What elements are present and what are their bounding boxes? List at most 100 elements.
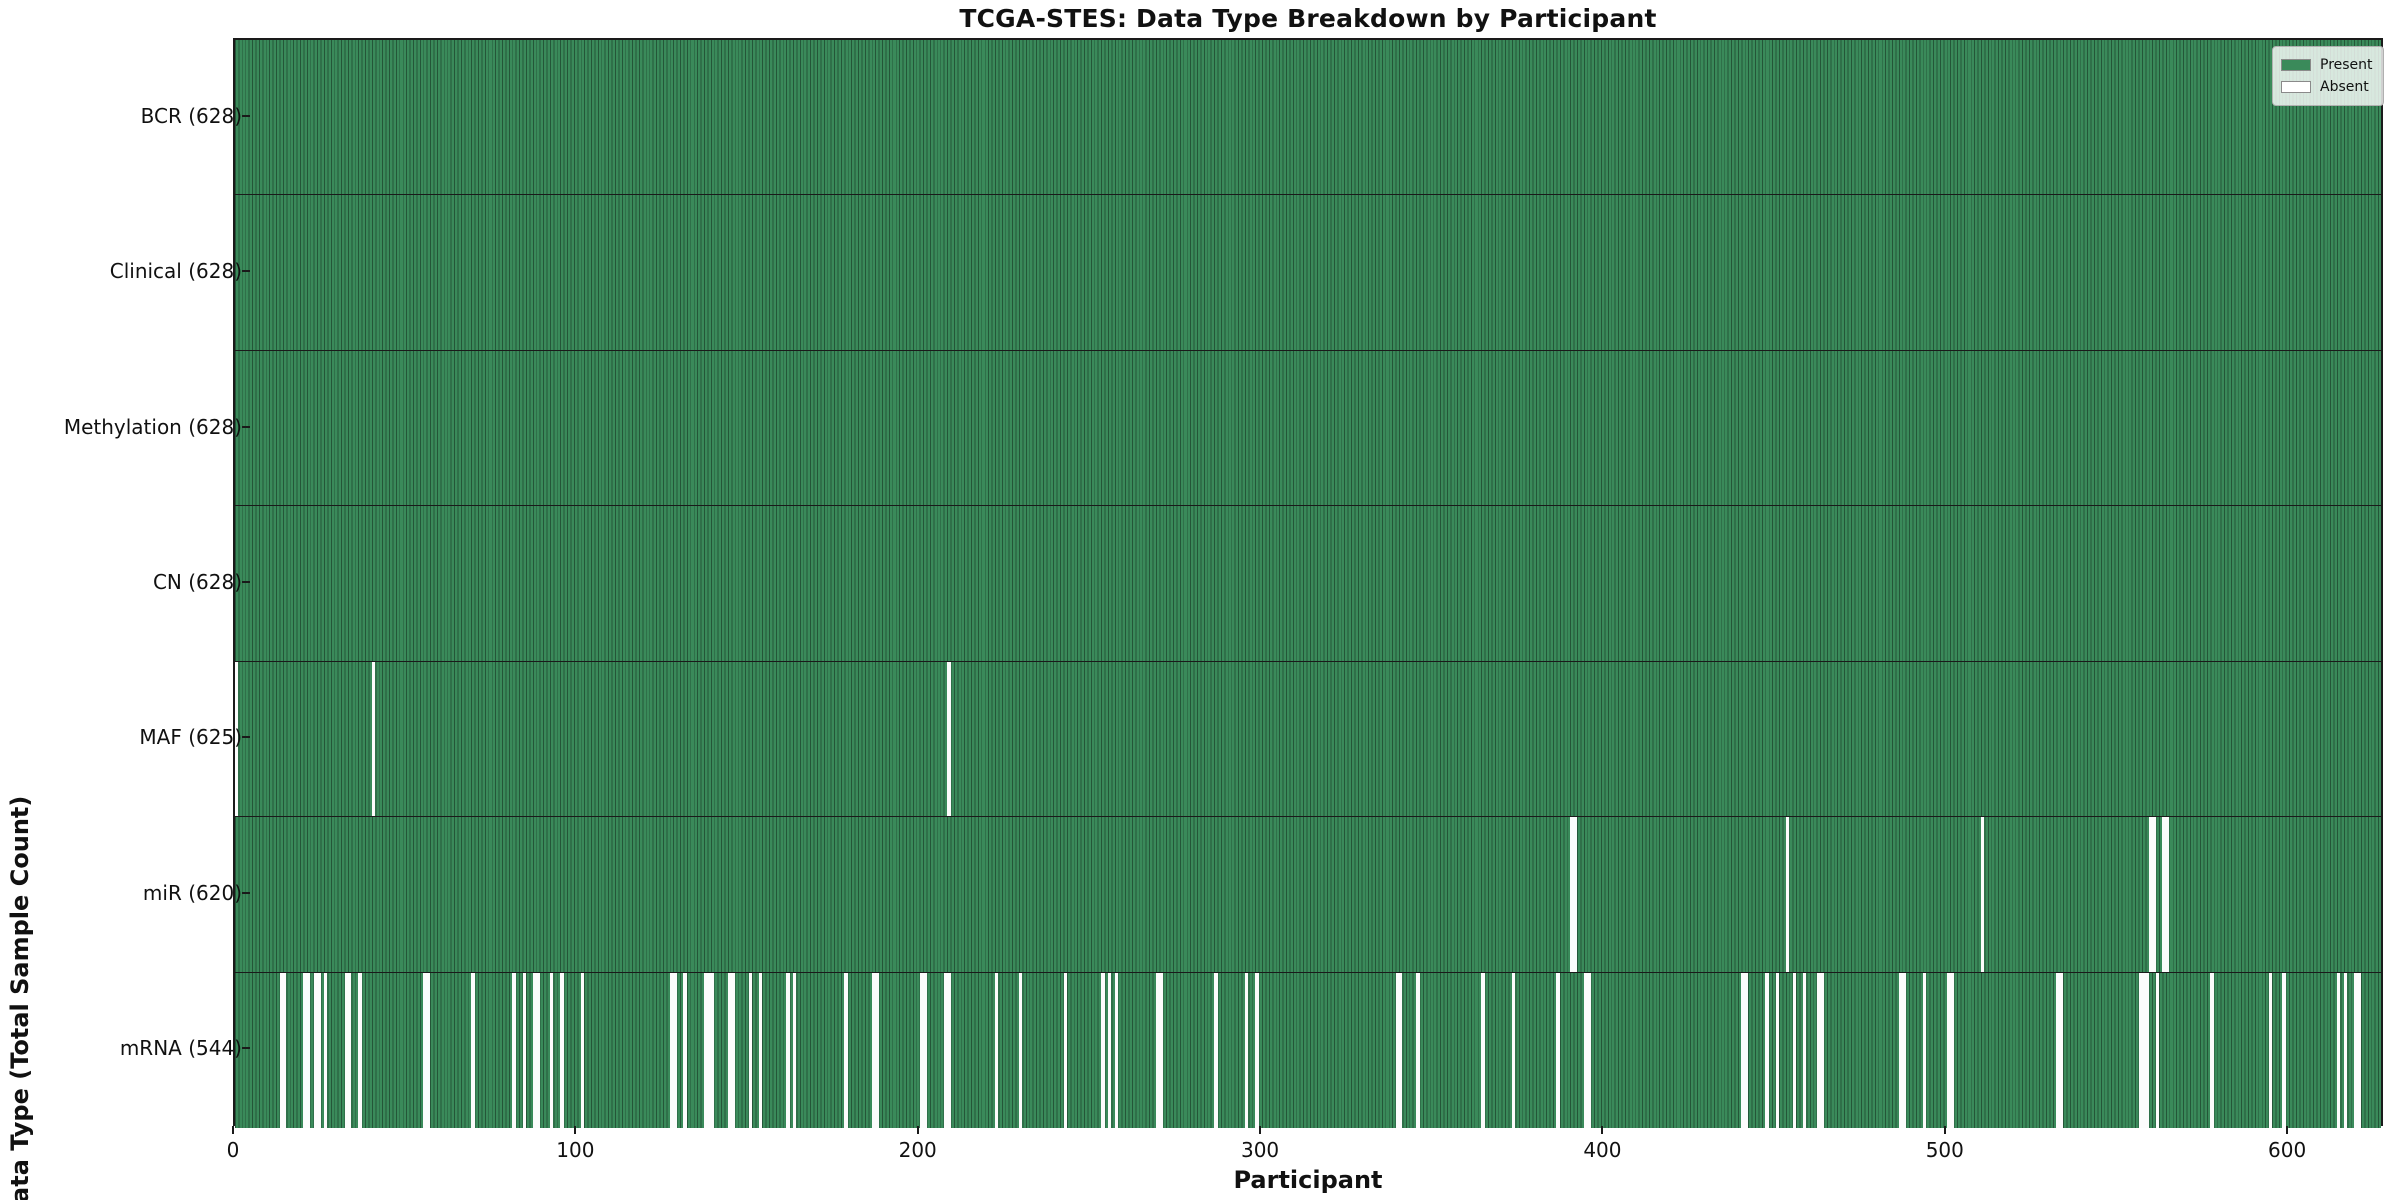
absent-stripe [1570,817,1574,972]
x-tick-label-100: 100 [556,1138,595,1162]
absent-stripe [1018,972,1023,1128]
x-tick-mark [1601,1126,1604,1134]
absent-stripe [844,972,848,1128]
row-clinical [235,195,2381,351]
absent-stripe [1399,972,1403,1128]
absent-stripe [793,972,797,1128]
absent-stripe [2337,972,2341,1128]
x-axis-label: Participant [1233,1166,1383,1194]
absent-stripe [1898,972,1903,1128]
y-tick-mark [242,425,250,428]
absent-stripe [1114,972,1119,1128]
absent-stripe [1481,972,1485,1128]
legend-entry-absent: Absent [2281,76,2373,98]
y-tick-mark [242,270,250,273]
y-tick-label-clinical: Clinical (628) [109,259,242,284]
absent-stripe [1101,972,1105,1128]
absent-stripe [2138,972,2142,1128]
absent-stripe [317,972,321,1128]
absent-stripe [1587,972,1591,1128]
absent-stripe [1792,972,1797,1128]
absent-stripe [235,661,239,817]
row-bcr [235,40,2381,196]
absent-stripe [1744,972,1749,1128]
absent-stripe [2268,972,2273,1128]
absent-stripe [282,972,287,1128]
absent-stripe [947,661,951,817]
absent-stripe [1802,972,1807,1128]
y-tick-mark [242,736,250,739]
absent-stripe [344,972,348,1128]
x-tick-mark [232,1126,234,1134]
plot-area [233,38,2383,1128]
y-tick-mark [242,581,250,583]
absent-stripe [727,972,732,1128]
y-tick-label-methylation: Methylation (628) [63,414,242,439]
absent-stripe [306,972,311,1128]
absent-stripe [1416,972,1420,1128]
y-tick-label-cn: CN (628) [152,570,242,594]
row-mrna [235,972,2381,1128]
absent-stripe [669,972,674,1128]
present-swatch-icon [2281,59,2311,71]
absent-stripe [673,972,677,1128]
row-methylation [235,350,2381,507]
row-mir [235,817,2381,973]
row-maf [235,661,2381,818]
legend-label-absent: Absent [2320,79,2369,95]
absent-stripe [731,972,735,1128]
absent-swatch-icon [2281,81,2311,93]
absent-stripe [324,972,328,1128]
absent-stripe [560,972,564,1128]
absent-stripe [279,972,283,1128]
absent-stripe [313,972,318,1128]
absent-stripe [1902,972,1906,1128]
absent-stripe [786,972,790,1128]
absent-stripe [2141,972,2146,1128]
absent-stripe [1816,972,1821,1128]
absent-stripe [2210,972,2214,1128]
absent-stripe [1395,972,1399,1128]
x-tick-label-500: 500 [1925,1138,1964,1162]
absent-stripe [1981,817,1985,972]
x-tick-mark [916,1126,919,1134]
y-tick-label-mir: miR (620) [142,880,242,905]
absent-stripe [371,661,376,817]
x-tick-mark [574,1126,577,1134]
absent-stripe [522,972,526,1128]
x-tick-label-200: 200 [898,1138,937,1162]
absent-stripe [947,972,951,1128]
y-tick-label-maf: MAF (625) [139,725,242,750]
absent-stripe [704,972,708,1128]
row-cn [235,506,2381,662]
absent-stripe [758,972,763,1128]
absent-stripe [871,972,876,1128]
x-tick-label-600: 600 [2268,1138,2307,1162]
absent-stripe [471,972,475,1128]
absent-stripe [2155,972,2160,1128]
absent-stripe [2059,972,2064,1128]
absent-stripe [1583,972,1588,1128]
absent-stripe [1785,817,1790,972]
x-tick-mark [1259,1126,1262,1134]
absent-stripe [2282,972,2286,1128]
absent-stripe [2165,817,2170,972]
absent-stripe [748,972,752,1128]
legend-label-present: Present [2320,57,2373,73]
absent-stripe [2343,972,2348,1128]
y-tick-label-mrna: mRNA (544) [119,1036,242,1061]
absent-stripe [303,972,307,1128]
absent-stripe [1244,972,1249,1128]
absent-stripe [1063,972,1067,1128]
absent-stripe [536,972,540,1128]
y-tick-label-bcr: BCR (628) [140,103,242,128]
absent-stripe [2148,817,2153,972]
absent-stripe [1573,817,1578,972]
legend-entry-present: Present [2281,54,2373,76]
absent-stripe [512,972,516,1128]
absent-stripe [1155,972,1160,1128]
absent-stripe [2162,817,2166,972]
absent-stripe [707,972,711,1128]
absent-stripe [1922,972,1927,1128]
x-tick-mark [2286,1126,2289,1134]
